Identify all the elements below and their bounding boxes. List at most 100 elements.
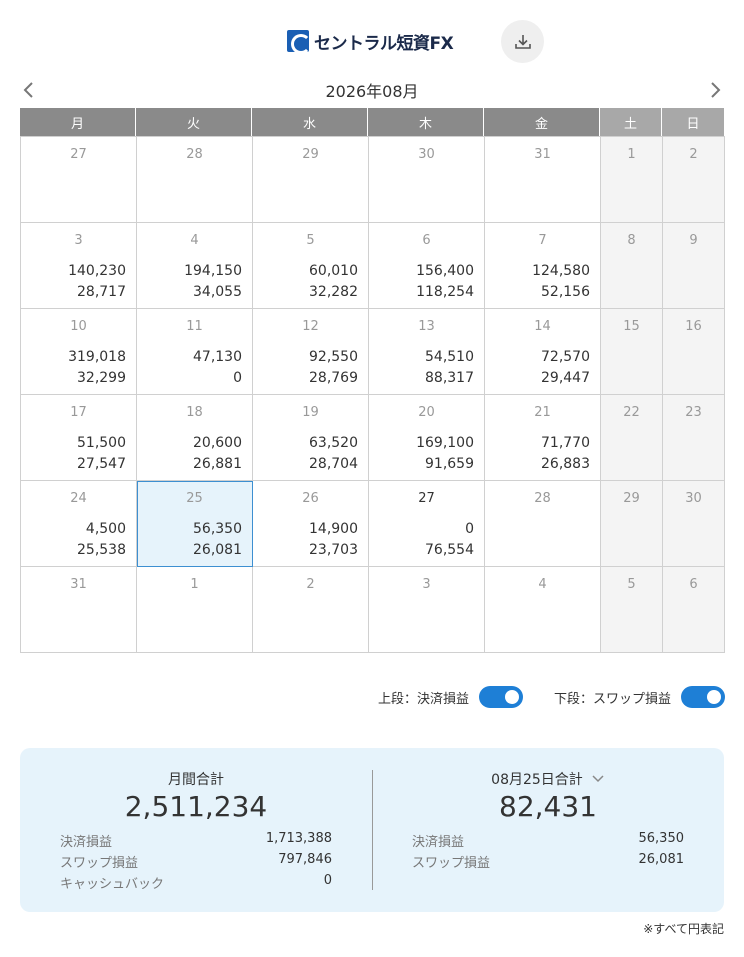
calendar-day-cell[interactable]: 2	[253, 567, 369, 653]
monthly-row-value: 1,713,388	[265, 831, 332, 846]
calendar-day-cell[interactable]: 6	[663, 567, 725, 653]
day-number: 31	[70, 577, 87, 592]
swap-pl-value: 25,538	[77, 542, 126, 558]
day-number: 28	[186, 147, 203, 162]
calendar-day-cell[interactable]: 10 319,018 32,299	[21, 309, 137, 395]
calendar-day-cell[interactable]: 18 20,600 26,881	[137, 395, 253, 481]
monthly-row-value: 0	[323, 873, 332, 888]
calendar-day-cell[interactable]: 23	[663, 395, 725, 481]
calendar-day-cell[interactable]: 31	[21, 567, 137, 653]
calendar-day-cell[interactable]: 20 169,100 91,659	[369, 395, 485, 481]
swap-pl-value: 88,317	[425, 370, 474, 386]
calendar-day-cell[interactable]: 5	[601, 567, 663, 653]
calendar-day-cell[interactable]: 28	[485, 481, 601, 567]
settlement-pl-value: 92,550	[309, 349, 358, 365]
monthly-summary-title: 月間合計	[168, 772, 224, 788]
summary-divider	[372, 770, 373, 890]
monthly-summary: 月間合計 2,511,234 決済損益 1,713,388 スワップ損益 797…	[20, 748, 372, 912]
calendar-day-cell[interactable]: 17 51,500 27,547	[21, 395, 137, 481]
day-number: 6	[422, 233, 431, 248]
day-number: 22	[623, 405, 640, 420]
lower-toggle-switch[interactable]	[681, 686, 726, 708]
day-number: 2	[689, 147, 698, 162]
calendar-day-cell[interactable]: 8	[601, 223, 663, 309]
calendar-day-cell[interactable]: 15	[601, 309, 663, 395]
calendar-day-cell[interactable]: 29	[601, 481, 663, 567]
day-number: 31	[534, 147, 551, 162]
calendar-week-row: 27 28 29 30 31 1 2	[21, 137, 725, 223]
daily-summary-selector[interactable]: 08月25日合計	[372, 769, 724, 789]
settlement-pl-value: 47,130	[193, 349, 242, 365]
calendar-day-cell[interactable]: 2	[663, 137, 725, 223]
calendar-day-cell-selected[interactable]: 25 56,350 26,081	[137, 481, 253, 567]
calendar-week-row: 10 319,018 32,299 11 47,130 0 12 92,550 28,769 13…	[21, 309, 725, 395]
calendar-day-cell[interactable]: 1	[601, 137, 663, 223]
calendar-day-cell[interactable]: 16	[663, 309, 725, 395]
calendar-grid: 27 28 29 30 31 1 2 3 140,230 28,717 4 194,150 34,055…	[20, 136, 725, 653]
settlement-pl-value: 20,600	[193, 435, 242, 451]
day-number: 15	[623, 319, 640, 334]
download-icon	[514, 34, 531, 49]
daily-summary-title: 08月25日合計	[491, 772, 583, 788]
calendar-day-cell[interactable]: 4 194,150 34,055	[137, 223, 253, 309]
calendar-day-cell[interactable]: 31	[485, 137, 601, 223]
day-number: 8	[627, 233, 636, 248]
calendar-day-cell[interactable]: 9	[663, 223, 725, 309]
calendar-day-cell[interactable]: 14 72,570 29,447	[485, 309, 601, 395]
chevron-left-icon	[23, 82, 33, 98]
calendar-day-cell[interactable]: 29	[253, 137, 369, 223]
settlement-pl-value: 140,230	[68, 263, 126, 279]
upper-toggle-label: 上段：決済損益	[378, 691, 470, 707]
settlement-pl-value: 0	[465, 521, 474, 537]
calendar-day-cell[interactable]: 3	[369, 567, 485, 653]
swap-pl-value: 91,659	[425, 456, 474, 472]
daily-row: スワップ損益 26,081	[412, 852, 684, 871]
calendar-day-cell[interactable]: 5 60,010 32,282	[253, 223, 369, 309]
calendar-day-cell[interactable]: 21 71,770 26,883	[485, 395, 601, 481]
brand-logo: セントラル短資FX	[287, 29, 454, 54]
swap-pl-value: 23,703	[309, 542, 358, 558]
monthly-row-label: スワップ損益	[60, 856, 139, 871]
day-number: 30	[418, 147, 435, 162]
settlement-pl-value: 72,570	[541, 349, 590, 365]
calendar-day-cell[interactable]: 1	[137, 567, 253, 653]
chevron-right-icon	[711, 82, 721, 98]
day-number: 29	[302, 147, 319, 162]
calendar-day-cell[interactable]: 12 92,550 28,769	[253, 309, 369, 395]
swap-pl-value: 32,299	[77, 370, 126, 386]
calendar-day-cell[interactable]: 11 47,130 0	[137, 309, 253, 395]
calendar-day-cell[interactable]: 13 54,510 88,317	[369, 309, 485, 395]
day-number: 6	[689, 577, 698, 592]
calendar-day-cell[interactable]: 6 156,400 118,254	[369, 223, 485, 309]
calendar-day-cell[interactable]: 22	[601, 395, 663, 481]
settlement-pl-value: 169,100	[416, 435, 474, 451]
day-number: 18	[186, 405, 203, 420]
swap-pl-value: 26,081	[193, 542, 242, 558]
monthly-row-value: 797,846	[278, 852, 332, 867]
calendar-day-cell[interactable]: 7 124,580 52,156	[485, 223, 601, 309]
calendar-day-cell[interactable]: 30	[663, 481, 725, 567]
swap-pl-value: 118,254	[416, 284, 474, 300]
settlement-pl-value: 51,500	[77, 435, 126, 451]
calendar-day-cell[interactable]: 28	[137, 137, 253, 223]
day-number: 20	[418, 405, 435, 420]
calendar-day-cell[interactable]: 26 14,900 23,703	[253, 481, 369, 567]
calendar-day-cell[interactable]: 30	[369, 137, 485, 223]
settlement-pl-value: 56,350	[193, 521, 242, 537]
calendar-day-cell[interactable]: 3 140,230 28,717	[21, 223, 137, 309]
prev-month-button[interactable]	[20, 80, 36, 100]
next-month-button[interactable]	[708, 80, 724, 100]
weekday-fri: 金	[484, 108, 600, 136]
day-number: 5	[627, 577, 636, 592]
daily-row-label: スワップ損益	[412, 856, 491, 871]
upper-toggle-switch[interactable]	[479, 686, 524, 708]
calendar-day-cell[interactable]: 24 4,500 25,538	[21, 481, 137, 567]
summary-panel: 月間合計 2,511,234 決済損益 1,713,388 スワップ損益 797…	[20, 748, 724, 912]
calendar-day-cell[interactable]: 19 63,520 28,704	[253, 395, 369, 481]
calendar-day-cell[interactable]: 4	[485, 567, 601, 653]
monthly-row: 決済損益 1,713,388	[60, 831, 332, 850]
calendar-week-row: 31 1 2 3 4 5 6	[21, 567, 725, 653]
download-button[interactable]	[501, 20, 544, 63]
calendar-day-cell[interactable]: 27	[21, 137, 137, 223]
calendar-day-cell[interactable]: 27 0 76,554	[369, 481, 485, 567]
